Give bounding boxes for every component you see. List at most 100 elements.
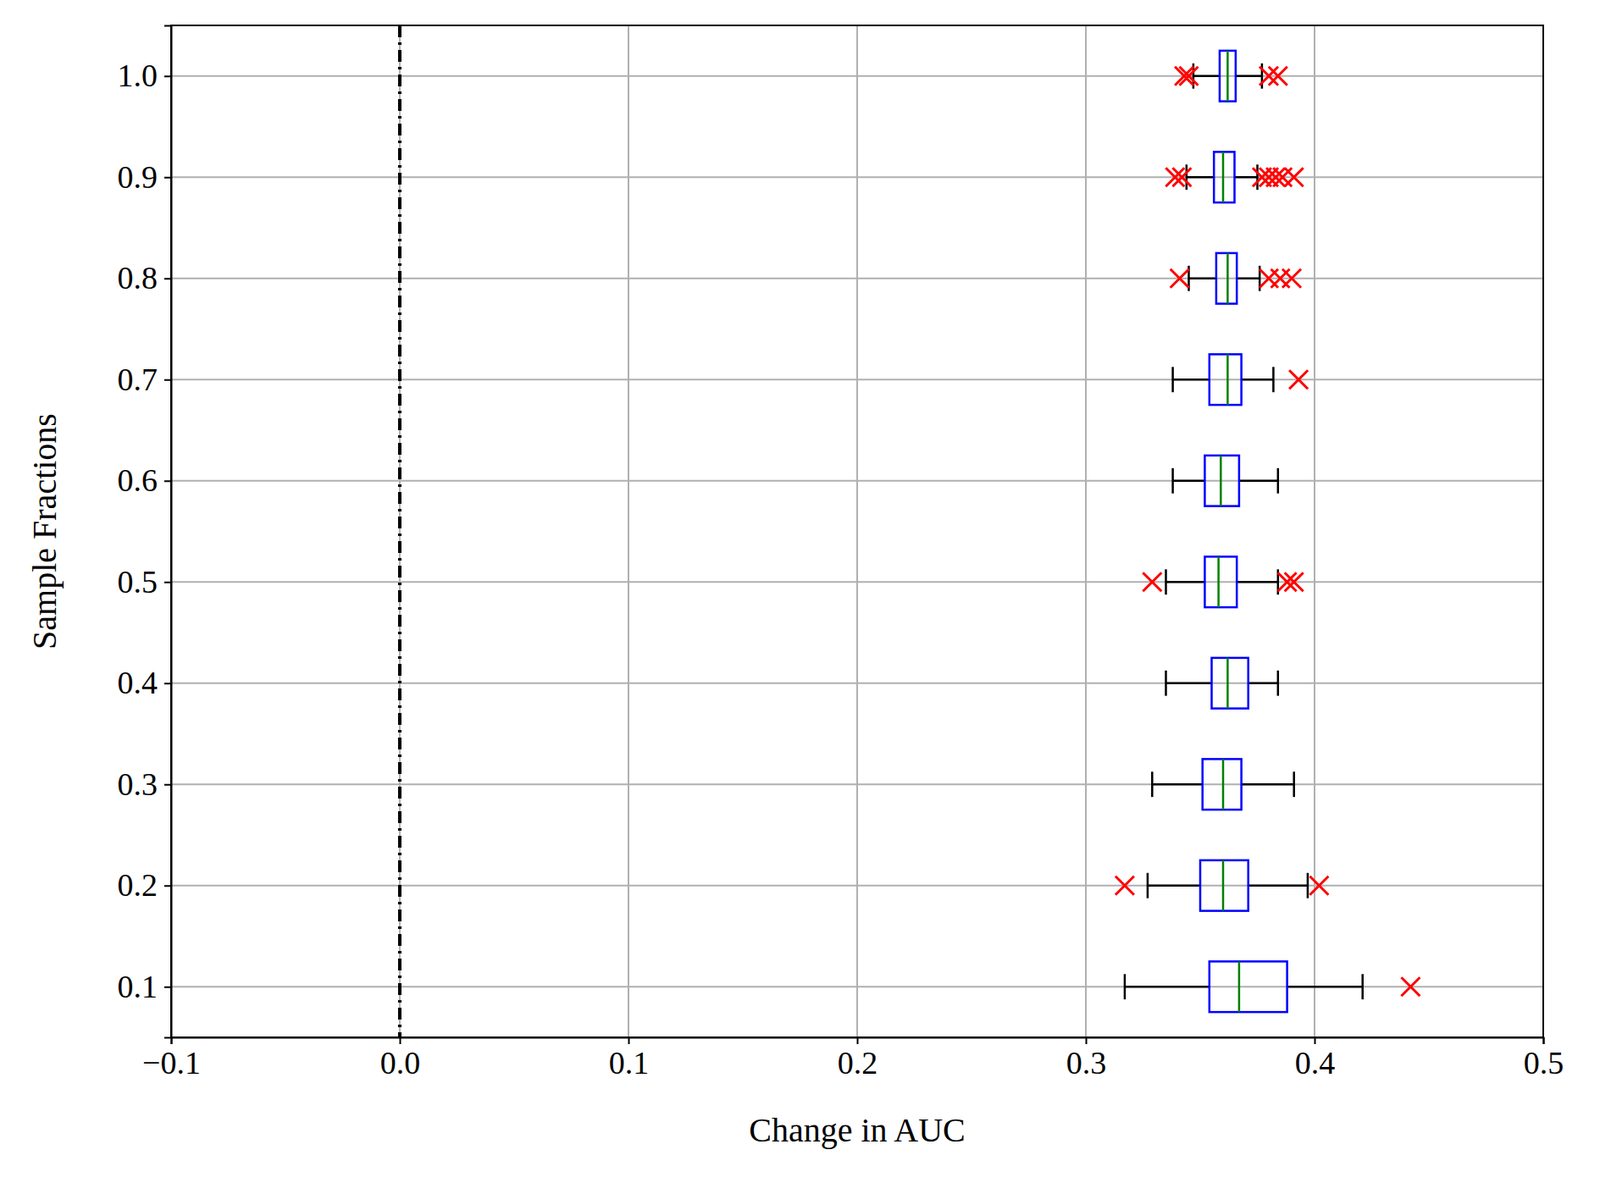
y-tick: 0.6 [117, 462, 172, 499]
grid-line-y [171, 985, 1544, 988]
box [1202, 758, 1242, 810]
whisker-high [1248, 885, 1308, 888]
outlier [1284, 167, 1304, 187]
outlier [1309, 876, 1329, 896]
y-tick-label: 0.2 [117, 867, 159, 903]
whisker-high [1248, 682, 1279, 686]
x-tick-mark [857, 1037, 859, 1045]
cap-high [1256, 164, 1259, 190]
cap-high [1272, 366, 1275, 393]
grid [171, 25, 1544, 1038]
outlier [1174, 66, 1194, 86]
box [1204, 556, 1237, 608]
y-tick: 0.3 [117, 766, 172, 803]
box [1212, 658, 1249, 709]
y-tick-label: 0.9 [117, 159, 159, 195]
outlier [1289, 370, 1308, 389]
y-tick-mark [164, 784, 172, 787]
x-axis: −0.10.00.10.20.30.40.5 [142, 1037, 1564, 1081]
box [1213, 151, 1235, 203]
cap-low [1123, 974, 1127, 1000]
y-tick-mark [164, 177, 172, 179]
y-tick-mark [164, 277, 172, 280]
box [1200, 860, 1249, 912]
outlier [1282, 269, 1302, 288]
whisker-high [1287, 985, 1363, 989]
cap-high [1277, 468, 1280, 494]
x-tick-mark [1085, 1037, 1088, 1045]
y-tick-label: 0.1 [117, 968, 159, 1005]
grid-line-x [398, 25, 401, 1038]
box [1219, 50, 1236, 102]
whisker-high [1241, 783, 1295, 787]
box-group [1173, 354, 1309, 405]
x-tick: 0.3 [1066, 1037, 1108, 1081]
y-tick-label: 0.3 [117, 766, 159, 803]
whisker-low [1124, 985, 1210, 989]
median [1226, 50, 1230, 102]
y-tick: 0.1 [117, 968, 172, 1005]
x-tick: 0.5 [1523, 1037, 1565, 1081]
x-tick-label: 0.3 [1066, 1045, 1108, 1081]
grid-line-y [171, 783, 1544, 786]
y-tick: 0.9 [117, 159, 172, 195]
box [1209, 354, 1242, 405]
whisker-high [1241, 378, 1274, 382]
box-group [1173, 455, 1279, 507]
grid-line-y [171, 682, 1544, 685]
median [1238, 961, 1241, 1013]
y-tick-mark [164, 480, 172, 482]
box-group [1165, 151, 1303, 203]
median [1217, 556, 1220, 608]
x-tick-mark [1543, 1037, 1545, 1045]
x-tick-label: 0.5 [1523, 1045, 1565, 1081]
y-tick-mark [164, 379, 172, 382]
median [1222, 758, 1225, 810]
y-tick: 0.4 [117, 664, 172, 701]
y-tick-label: 0.4 [117, 664, 159, 701]
whisker-high [1236, 277, 1260, 281]
whisker-low [1166, 581, 1206, 584]
box [1209, 961, 1288, 1013]
median [1219, 455, 1223, 507]
box-group [1142, 556, 1303, 608]
cap-low [1171, 468, 1174, 494]
median [1226, 658, 1230, 709]
grid-line-y [171, 480, 1544, 482]
box-group [1124, 961, 1421, 1013]
y-tick-mark [164, 885, 172, 887]
whisker-low [1173, 378, 1210, 382]
cap-low [1151, 771, 1154, 798]
grid-line-y [171, 378, 1544, 381]
plot: −0.10.00.10.20.30.40.50.10.20.30.40.50.6… [117, 25, 1565, 1081]
box-group [1151, 758, 1294, 810]
x-tick: 0.2 [837, 1037, 879, 1081]
outlier [1400, 977, 1420, 997]
whisker-low [1166, 682, 1213, 686]
x-tick-mark [399, 1037, 402, 1045]
whisker-low [1189, 277, 1217, 281]
outlier [1172, 167, 1191, 187]
whisker-low [1151, 783, 1202, 787]
y-tick: 1.0 [117, 57, 172, 94]
cap-low [1146, 873, 1150, 899]
grid-line-y [171, 277, 1544, 280]
y-tick-mark [164, 682, 172, 685]
grid-line-y [171, 176, 1544, 178]
box-group [1170, 253, 1302, 305]
cap-low [1164, 670, 1168, 697]
cap-high [1306, 873, 1310, 899]
plot-frame [171, 25, 1544, 1038]
whisker-low [1193, 75, 1220, 78]
x-tick-label: −0.1 [142, 1045, 201, 1081]
marks [399, 25, 1420, 1038]
x-tick: −0.1 [142, 1037, 201, 1081]
cap-high [1361, 974, 1364, 1000]
grid-line-y [171, 885, 1544, 887]
whisker-high [1234, 176, 1258, 179]
x-tick: 0.4 [1295, 1037, 1336, 1081]
y-tick: 0.2 [117, 867, 172, 903]
whisker-high [1239, 480, 1279, 483]
y-tick-label: 0.8 [117, 260, 159, 296]
median [1222, 151, 1225, 203]
